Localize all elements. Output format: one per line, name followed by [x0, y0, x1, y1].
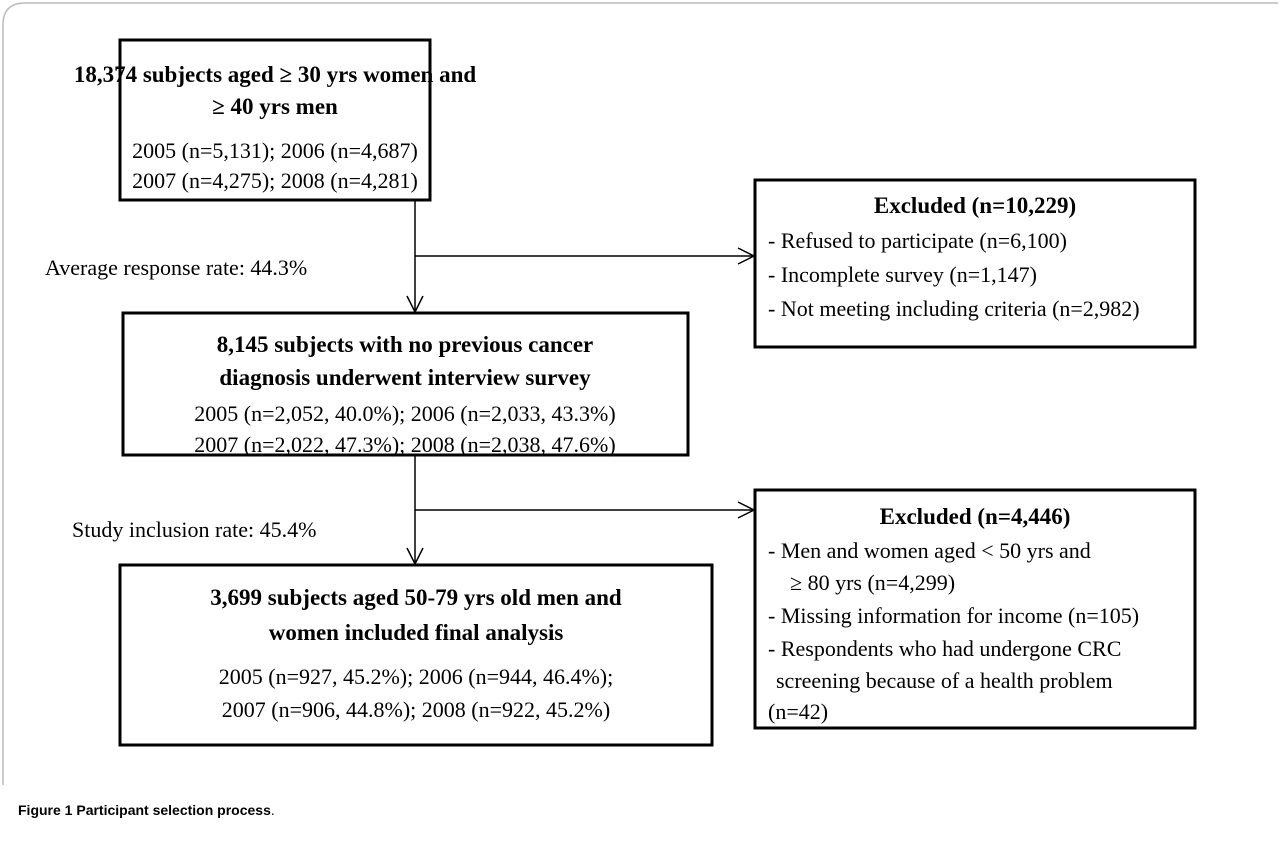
exclusion-title: Excluded (n=4,446) — [880, 504, 1071, 529]
box-line: 2007 (n=906, 44.8%); 2008 (n=922, 45.2%) — [222, 697, 610, 722]
exclusion-box — [753, 488, 1197, 730]
flow-label: Study inclusion rate: 45.4% — [72, 517, 316, 542]
box-line: 2005 (n=927, 45.2%); 2006 (n=944, 46.4%)… — [219, 664, 614, 689]
exclusion-item: ≥ 80 yrs (n=4,299) — [790, 570, 955, 595]
arrow — [415, 247, 756, 265]
box — [121, 311, 690, 457]
box-title: 3,699 subjects aged 50-79 yrs old men an… — [210, 585, 622, 610]
box-line: 2007 (n=2,022, 47.3%); 2008 (n=2,038, 47… — [194, 432, 615, 457]
arrow — [415, 501, 756, 519]
caption-part: Figure 1 — [18, 802, 73, 818]
box-line: 2005 (n=5,131); 2006 (n=4,687) — [132, 138, 418, 163]
box — [118, 38, 432, 202]
box-title: diagnosis underwent interview survey — [219, 365, 591, 390]
box-line: 2005 (n=2,052, 40.0%); 2006 (n=2,033, 43… — [194, 401, 615, 426]
box — [118, 563, 714, 747]
caption-part: Participant selection process — [72, 802, 271, 818]
box-title: ≥ 40 yrs men — [212, 94, 338, 119]
exclusion-item: (n=42) — [768, 699, 828, 724]
exclusion-item: - Men and women aged < 50 yrs and — [768, 538, 1091, 563]
exclusion-box — [753, 178, 1197, 349]
exclusion-item: - Missing information for income (n=105) — [768, 603, 1139, 628]
box-title: 8,145 subjects with no previous cancer — [217, 332, 594, 357]
exclusion-item: - Refused to participate (n=6,100) — [768, 228, 1067, 253]
caption: Figure 1 Participant selection process. — [18, 802, 275, 818]
exclusion-item: screening because of a health problem — [776, 668, 1113, 693]
exclusion-item: - Incomplete survey (n=1,147) — [768, 262, 1037, 287]
box-title: women included final analysis — [269, 620, 564, 645]
caption-part: . — [271, 802, 275, 818]
exclusion-item: - Not meeting including criteria (n=2,98… — [768, 296, 1140, 321]
exclusion-item: - Respondents who had undergone CRC — [768, 636, 1121, 661]
figure-frame — [2, 2, 1278, 785]
box-title: 18,374 subjects aged ≥ 30 yrs women and — [74, 62, 477, 87]
exclusion-title: Excluded (n=10,229) — [874, 193, 1076, 218]
flow-label: Average response rate: 44.3% — [45, 255, 307, 280]
box-line: 2007 (n=4,275); 2008 (n=4,281) — [132, 168, 418, 193]
